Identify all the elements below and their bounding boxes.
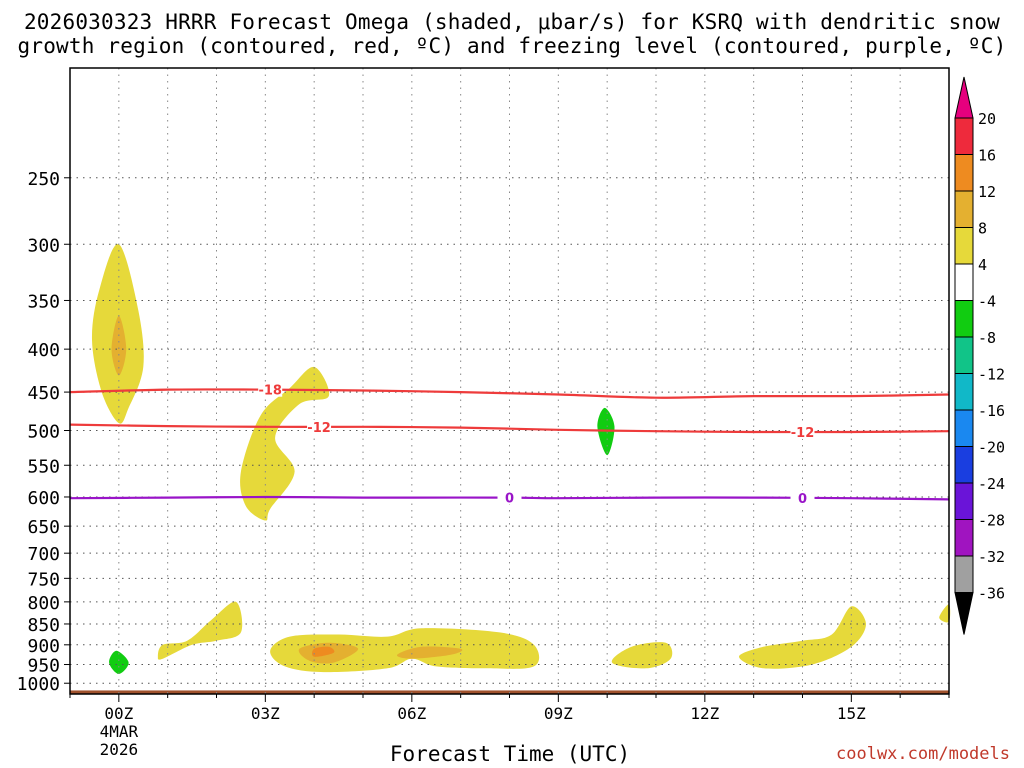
colorbar-label-1: 16 [978, 147, 996, 165]
contour-dgz-minus18 [69, 388, 950, 399]
contour-label-bg-dgz-minus18-label-1 [258, 382, 283, 397]
x-tick-label-3: 03Z [251, 704, 280, 723]
colorbar-label-6: -8 [978, 329, 996, 347]
colorbar-swatch-10 [954, 482, 974, 520]
x-tick-label-15: 15Z [837, 704, 866, 723]
x-tick-label-9: 09Z [544, 704, 573, 723]
contour-layer: -18 -12 -12 0 0 [69, 382, 950, 507]
contour-label-dgz-minus18-label-1: -18 [258, 384, 282, 399]
y-tick-label-950: 950 [27, 656, 60, 677]
y-tick-label-300: 300 [27, 235, 60, 256]
x-tick-label-6: 06Z [397, 704, 426, 723]
chart-title-line-1: 2026030323 HRRR Forecast Omega (shaded, … [23, 10, 1001, 34]
omega-region-low-left-1 [157, 601, 243, 660]
colorbar-swatch-5 [954, 300, 974, 338]
colorbar-label-13: -36 [978, 585, 1005, 603]
colorbar-label-4: 4 [978, 256, 987, 274]
colorbar-swatch-6 [954, 336, 974, 374]
colorbar-label-11: -28 [978, 512, 1005, 530]
colorbar-swatch-9 [954, 446, 974, 484]
grid-layer [70, 68, 949, 694]
x-tick-sub2-0: 2026 [100, 740, 139, 759]
omega-shading-layer [91, 244, 951, 674]
colorbar-label-8: -16 [978, 402, 1005, 420]
contour-label-freezing-level-label-1: 0 [505, 492, 514, 507]
colorbar-label-0: 20 [978, 110, 996, 128]
contour-label-dgz-minus12-label-1: -12 [307, 421, 331, 436]
colorbar-swatch-4 [954, 263, 974, 301]
chart-title-line-2: growth region (contoured, red, ºC) and f… [17, 34, 1007, 58]
contour-label-bg-dgz-minus12-label-1 [307, 419, 332, 434]
y-tick-label-550: 550 [27, 456, 60, 477]
colorbar: 20 16 12 8 4 -4 -8 -12 -16 -20 -24 -28 -32 -36 [954, 76, 1005, 635]
x-tick-sub1-0: 4MAR [100, 722, 139, 741]
y-tick-label-500: 500 [27, 422, 60, 443]
omega-region-low-04z-peak [312, 646, 335, 657]
omega-region-low-17z-edge [939, 604, 951, 623]
colorbar-swatch-11 [954, 519, 974, 557]
colorbar-swatch-8 [954, 409, 974, 447]
y-tick-label-450: 450 [27, 383, 60, 404]
omega-region-low-06z-core [396, 646, 463, 659]
contour-label-bg-freezing-level-label-2 [790, 490, 815, 505]
y-tick-label-1000: 1000 [17, 674, 60, 695]
colorbar-swatch-12 [954, 555, 974, 593]
omega-region-rise-col-00z-core [111, 315, 127, 376]
colorbar-label-9: -20 [978, 439, 1005, 457]
contour-label-bg-dgz-minus12-label-2 [790, 424, 815, 439]
y-tick-label-850: 850 [27, 615, 60, 636]
colorbar-swatch-2 [954, 190, 974, 228]
y-tick-label-400: 400 [27, 340, 60, 361]
contour-label-bg-freezing-level-label-1 [497, 490, 522, 505]
colorbar-swatch-0 [954, 117, 974, 155]
x-tick-label-0: 00Z [104, 704, 133, 723]
y-tick-label-650: 650 [27, 517, 60, 538]
colorbar-swatch-1 [954, 154, 974, 192]
omega-region-low-10z [611, 642, 673, 669]
colorbar-swatch-7 [954, 373, 974, 411]
y-tick-label-900: 900 [27, 636, 60, 657]
colorbar-bottom-arrow [954, 592, 974, 635]
y-tick-label-600: 600 [27, 488, 60, 509]
omega-region-low-13z [739, 606, 866, 669]
omega-region-rise-03z [240, 366, 330, 521]
y-tick-label-350: 350 [27, 291, 60, 312]
colorbar-label-2: 12 [978, 183, 996, 201]
x-tick-label-12: 12Z [690, 704, 719, 723]
contour-label-dgz-minus12-label-2: -12 [791, 426, 815, 441]
colorbar-top-arrow [954, 76, 974, 119]
contour-label-freezing-level-label-2: 0 [798, 492, 807, 507]
colorbar-label-12: -32 [978, 548, 1005, 566]
omega-region-sink-00z [109, 650, 129, 674]
colorbar-label-7: -12 [978, 366, 1005, 384]
colorbar-label-3: 8 [978, 220, 987, 238]
x-axis-title: Forecast Time (UTC) [389, 742, 631, 766]
y-tick-label-750: 750 [27, 569, 60, 590]
colorbar-label-5: -4 [978, 293, 996, 311]
y-tick-label-800: 800 [27, 593, 60, 614]
colorbar-swatch-3 [954, 227, 974, 265]
y-axis: 2503003504004505005506006507007508008509… [17, 169, 70, 695]
source-credit: coolwx.com/models [836, 744, 1010, 764]
colorbar-label-10: -24 [978, 475, 1005, 493]
y-tick-label-700: 700 [27, 544, 60, 565]
y-tick-label-250: 250 [27, 169, 60, 190]
